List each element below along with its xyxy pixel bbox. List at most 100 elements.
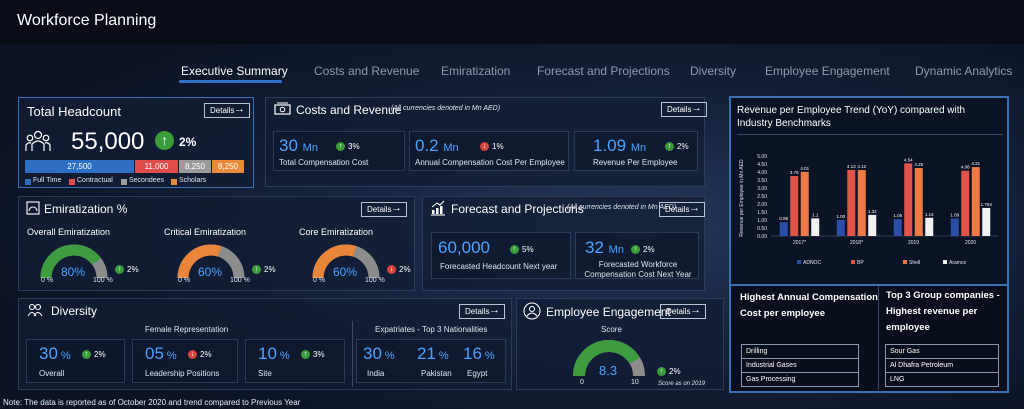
- legend-swatch: [851, 260, 855, 264]
- people-icon: [25, 130, 51, 151]
- kpi-value: 1.09 Mn: [593, 136, 646, 156]
- gauge-trend: ↑ 2%: [252, 265, 276, 275]
- headcount-stacked-bar: 27,500 11,000 8,250 8,250: [25, 160, 245, 173]
- bar-bp: [847, 169, 856, 236]
- kpi-unit: %: [279, 350, 290, 362]
- engagement-details-button[interactable]: Details →: [660, 304, 706, 319]
- legend-label: Shell: [909, 260, 920, 266]
- rankings-panel: Highest Annual Compensation Cost per emp…: [729, 286, 1009, 393]
- footer-note: Note: The data is reported as of October…: [3, 398, 301, 407]
- forecast-details-button[interactable]: Details →: [659, 202, 705, 217]
- female-kpi: 30% ↑ 2% Overall: [26, 339, 125, 383]
- details-label: Details: [666, 307, 691, 316]
- y-tick-label: 5.00: [757, 154, 767, 160]
- kpi-number: 0.2: [415, 136, 439, 155]
- kpi-trend-value: 3%: [348, 142, 360, 151]
- kpi-unit: Mn: [630, 142, 647, 154]
- forecast-title: Forecast and Projections: [451, 202, 584, 216]
- top3-revenue-list: Sour Gas Al Dhafra Petroleum LNG: [885, 344, 999, 387]
- details-label: Details: [210, 106, 235, 115]
- y-tick-label: 2.00: [757, 202, 767, 208]
- female-kpi: 10% ↑ 3% Site: [245, 339, 345, 383]
- kpi-forecasted-compensation: 32 Mn ↑ 2% Forecasted Workforce Compensat…: [575, 232, 699, 279]
- tab-dynamic-analytics[interactable]: Dynamic Analytics: [915, 64, 1013, 78]
- legend-swatch: [171, 179, 177, 185]
- female-representation-title: Female Representation: [145, 325, 229, 334]
- tab-employee-engagement[interactable]: Employee Engagement: [765, 64, 890, 78]
- tab-executive-summary[interactable]: Executive Summary: [181, 64, 288, 78]
- tab-forecast-and-projections[interactable]: Forecast and Projections: [537, 64, 670, 78]
- trend-up-icon: ↑: [252, 265, 261, 275]
- trend-up-icon: ↑: [631, 245, 640, 255]
- emiratization-title: Emiratization %: [44, 202, 128, 216]
- divider: [878, 286, 879, 390]
- headcount-value: 55,000: [71, 128, 145, 155]
- kpi-label: Forecasted Workforce Compensation Cost N…: [584, 260, 692, 279]
- legend-label: ADNOC: [803, 260, 821, 266]
- kpi-value: 10%: [258, 344, 290, 364]
- costs-details-button[interactable]: Details →: [661, 102, 707, 117]
- gauge-fill: [177, 244, 222, 279]
- bar-shell: [857, 170, 866, 236]
- kpi-forecasted-headcount: 60,000 ↑ 5% Forecasted Headcount Next yea…: [431, 232, 571, 279]
- bar-bp: [961, 170, 970, 236]
- diversity-details-button[interactable]: Details →: [459, 304, 505, 319]
- list-item: Industrial Gases: [741, 358, 859, 373]
- bar-adnoc: [836, 220, 845, 236]
- bar-shell: [914, 168, 923, 236]
- kpi-label: Total Compensation Cost: [279, 158, 369, 167]
- emiratization-panel: Emiratization % Details → Overall Emirati…: [18, 196, 415, 291]
- expat-kpi-label: Egypt: [467, 369, 488, 378]
- list-item: Drilling: [741, 344, 859, 359]
- trend-up-icon: ↑: [155, 131, 174, 150]
- headcount-segment: 11,000: [135, 160, 178, 173]
- emiratization-gauge: [312, 244, 380, 279]
- kpi-trend: ↑ 2%: [665, 142, 689, 152]
- x-tick-label: 2020: [965, 240, 976, 246]
- arrow-right-icon: →: [690, 304, 701, 316]
- kpi-unit: Mn: [302, 142, 318, 154]
- gauge-min: 0: [580, 379, 584, 386]
- kpi-trend-value: 2%: [677, 142, 689, 151]
- trend-up-icon: ↑: [115, 265, 124, 275]
- headcount-details-button[interactable]: Details →: [204, 103, 250, 118]
- data-label: 1.32: [868, 209, 877, 214]
- divider: [737, 134, 1003, 135]
- tab-diversity[interactable]: Diversity: [690, 64, 737, 78]
- kpi-label: Revenue Per Employee: [593, 158, 678, 167]
- emiratization-details-button[interactable]: Details →: [361, 202, 407, 217]
- legend-swatch: [121, 179, 127, 185]
- gauge-max: 100 %: [230, 277, 250, 284]
- headcount-legend: Full Time Contractual Secondees Scholars: [25, 177, 247, 187]
- kpi-trend: ↑ 2%: [631, 245, 655, 255]
- headcount-title: Total Headcount: [27, 104, 121, 119]
- highest-compensation-list: Drilling Industrial Gases Gas Processing: [741, 344, 859, 387]
- kpi-number: 30: [39, 344, 58, 363]
- kpi-unit: Mn: [443, 142, 459, 154]
- details-label: Details: [667, 105, 692, 114]
- growth-chart-icon: [431, 200, 445, 216]
- engagement-trend-value: 2%: [669, 367, 681, 376]
- bar-adnoc: [950, 218, 959, 236]
- kpi-label: Site: [258, 369, 272, 378]
- kpi-trend-value: 2%: [200, 350, 212, 359]
- bar-adnoc: [779, 222, 788, 236]
- kpi-annual-compensation-per-employee: 0.2 Mn ↓ 1% Annual Compensation Cost Per …: [409, 131, 569, 171]
- tab-costs-and-revenue[interactable]: Costs and Revenue: [314, 64, 420, 78]
- gauge-max: 10: [631, 379, 639, 386]
- tab-emiratization[interactable]: Emiratization: [441, 64, 511, 78]
- legend-swatch: [25, 179, 31, 185]
- expat-kpi-value: 30%: [363, 344, 395, 364]
- gauge-value: 60%: [333, 265, 358, 279]
- bar-aramco: [982, 207, 991, 236]
- kpi-value: 30 Mn: [279, 136, 318, 156]
- data-label: 4.13: [847, 164, 856, 169]
- bar-shell: [800, 171, 809, 236]
- kpi-label: Forecasted Headcount Next year: [440, 262, 558, 271]
- forecast-panel: Forecast and Projections (All currencies…: [422, 196, 705, 291]
- kpi-trend-value: 2%: [643, 245, 655, 254]
- kpi-trend-value: 3%: [313, 350, 325, 359]
- y-tick-label: 2.50: [757, 194, 767, 200]
- trend-down-icon: ↓: [480, 142, 489, 152]
- kpi-value: 32 Mn: [585, 238, 624, 258]
